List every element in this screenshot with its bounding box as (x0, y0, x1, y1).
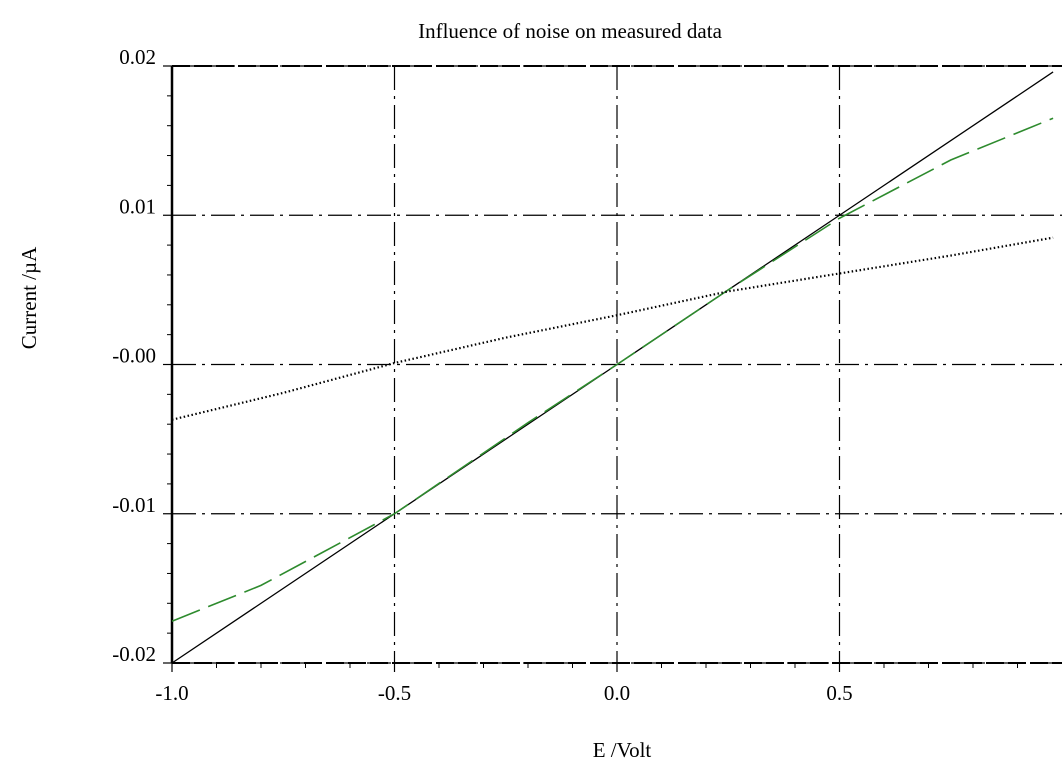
y-axis-ticks: 0.02 0.01 -0.00 -0.01 -0.02 (112, 45, 172, 666)
series-line-dotted (171, 236, 1054, 421)
x-tick-label: 0.5 (826, 681, 852, 705)
y-tick-label: -0.01 (112, 493, 156, 517)
x-tick-label: 0.0 (604, 681, 630, 705)
series-group (171, 71, 1054, 664)
y-tick-label: -0.02 (112, 642, 156, 666)
x-axis-ticks: -1.0 -0.5 0.0 0.5 (155, 663, 1018, 705)
x-tick-label: -1.0 (155, 681, 188, 705)
y-tick-label: 0.02 (119, 45, 156, 69)
y-tick-label: 0.01 (119, 194, 156, 218)
chart-title: Influence of noise on measured data (418, 19, 722, 43)
series-line-long-dash (171, 117, 1054, 622)
x-axis-label: E /Volt (593, 738, 652, 762)
y-tick-label: -0.00 (112, 344, 156, 368)
y-axis-label: Current /µA (17, 246, 41, 349)
x-tick-label: -0.5 (378, 681, 411, 705)
